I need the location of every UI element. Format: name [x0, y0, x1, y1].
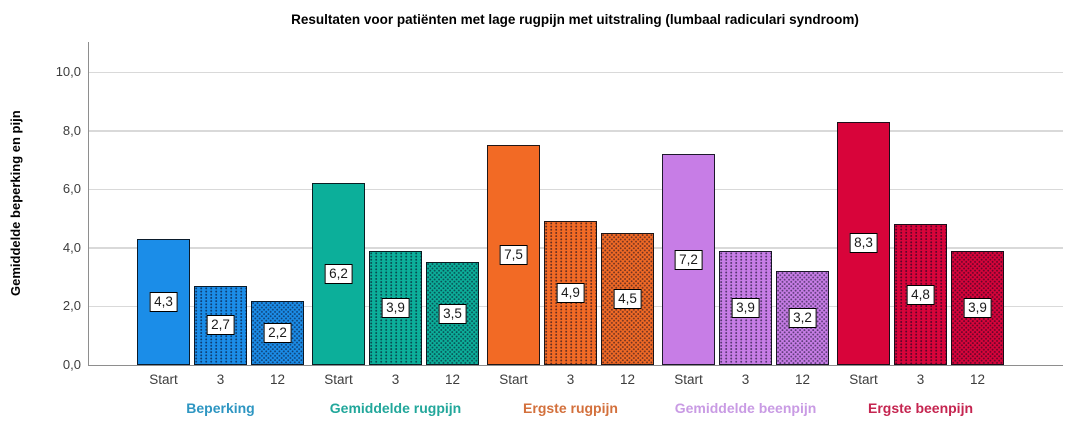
y-tick-label: 10,0	[55, 64, 81, 79]
bar-value-label: 4,8	[906, 284, 935, 305]
group-label: Gemiddelde rugpijn	[329, 400, 462, 416]
bars-row: 4,3 2,7 2,2 6,2 3,9 3,5 7,5 4,9 4,5 7,2 3,9 3,2 8,3 4…	[137, 42, 1004, 365]
x-axis-ticks: Start 3 12 Start 3 12 Start 3 12 Start 3 12 Start 3 12	[137, 372, 1004, 387]
bar: 8,3	[837, 121, 890, 365]
bar: 4,9	[544, 221, 597, 365]
bar-group: 6,2 3,9 3,5	[312, 183, 479, 365]
y-axis-ticks: 0,0 2,0 4,0 6,0 8,0 10,0	[0, 42, 81, 372]
x-tick-group: Start 3 12	[837, 372, 1004, 387]
bar: 4,5	[601, 233, 654, 365]
bar-value-label: 3,5	[438, 303, 467, 324]
bar-value-label: 3,9	[731, 297, 760, 318]
y-tick-label: 8,0	[62, 122, 81, 138]
x-tick-label: Start	[149, 372, 178, 387]
x-tick-label: Start	[324, 372, 353, 387]
x-tick-label: Start	[849, 372, 878, 387]
x-tick-label: 12	[269, 372, 286, 387]
x-tick-label: 12	[444, 372, 461, 387]
bar-group: 7,2 3,9 3,2	[662, 154, 829, 365]
chart-title: Resultaten voor patiënten met lage rugpi…	[291, 12, 859, 27]
x-tick-label: 3	[916, 372, 925, 387]
x-tick-label: Start	[674, 372, 703, 387]
group-labels-row: Beperking Gemiddelde rugpijn Ergste rugpij…	[137, 400, 1004, 416]
bar-group: 7,5 4,9 4,5	[487, 145, 654, 365]
group-label: Gemiddelde beenpijn	[674, 400, 817, 416]
bar-value-label: 2,2	[263, 322, 292, 343]
group-label: Ergste rugpijn	[523, 400, 618, 416]
bar-value-label: 3,9	[381, 297, 410, 318]
bar: 6,2	[312, 183, 365, 365]
bar-value-label: 6,2	[324, 264, 353, 285]
bar-group: 4,3 2,7 2,2	[137, 239, 304, 365]
bar: 2,2	[251, 300, 304, 365]
bar-value-label: 3,9	[963, 297, 992, 318]
bar: 3,9	[719, 250, 772, 365]
x-tick-group: Start 3 12	[312, 372, 479, 387]
y-tick-label: 0,0	[62, 357, 81, 372]
bar: 3,5	[426, 262, 479, 365]
x-tick-group: Start 3 12	[487, 372, 654, 387]
bar: 3,9	[369, 250, 422, 365]
bar-value-label: 3,2	[788, 308, 817, 329]
bar: 7,5	[487, 145, 540, 365]
bar: 4,8	[894, 224, 947, 365]
bar-value-label: 4,3	[149, 292, 178, 312]
bar: 2,7	[194, 285, 247, 365]
x-tick-label: 12	[794, 372, 811, 387]
group-label: Ergste beenpijn	[867, 400, 974, 416]
group-label: Beperking	[186, 400, 255, 416]
bar-value-label: 4,9	[556, 283, 585, 304]
bar-value-label: 4,5	[613, 289, 642, 310]
y-tick-label: 2,0	[62, 298, 81, 314]
x-tick-group: Start 3 12	[662, 372, 829, 387]
bar-value-label: 7,5	[499, 245, 528, 266]
gridline	[89, 71, 1063, 73]
bar: 7,2	[662, 154, 715, 365]
y-tick-label: 6,0	[62, 181, 81, 197]
x-tick-label: 3	[741, 372, 750, 387]
bar: 4,3	[137, 239, 190, 365]
x-tick-label: Start	[499, 372, 528, 387]
bar: 3,9	[951, 250, 1004, 365]
bar-group: 8,3 4,8 3,9	[837, 121, 1004, 365]
y-tick-label: 4,0	[62, 239, 81, 255]
x-tick-label: 3	[391, 372, 400, 387]
gridline	[89, 188, 1063, 191]
x-tick-label: 12	[619, 372, 636, 387]
bar-value-label: 2,7	[206, 315, 235, 336]
x-tick-label: 12	[969, 372, 986, 387]
x-tick-label: 3	[566, 372, 575, 387]
x-tick-label: 3	[216, 372, 225, 387]
x-tick-group: Start 3 12	[137, 372, 304, 387]
gridline	[89, 130, 1063, 132]
bar-value-label: 8,3	[849, 233, 878, 254]
bar: 3,2	[776, 271, 829, 365]
bar-value-label: 7,2	[674, 249, 703, 270]
